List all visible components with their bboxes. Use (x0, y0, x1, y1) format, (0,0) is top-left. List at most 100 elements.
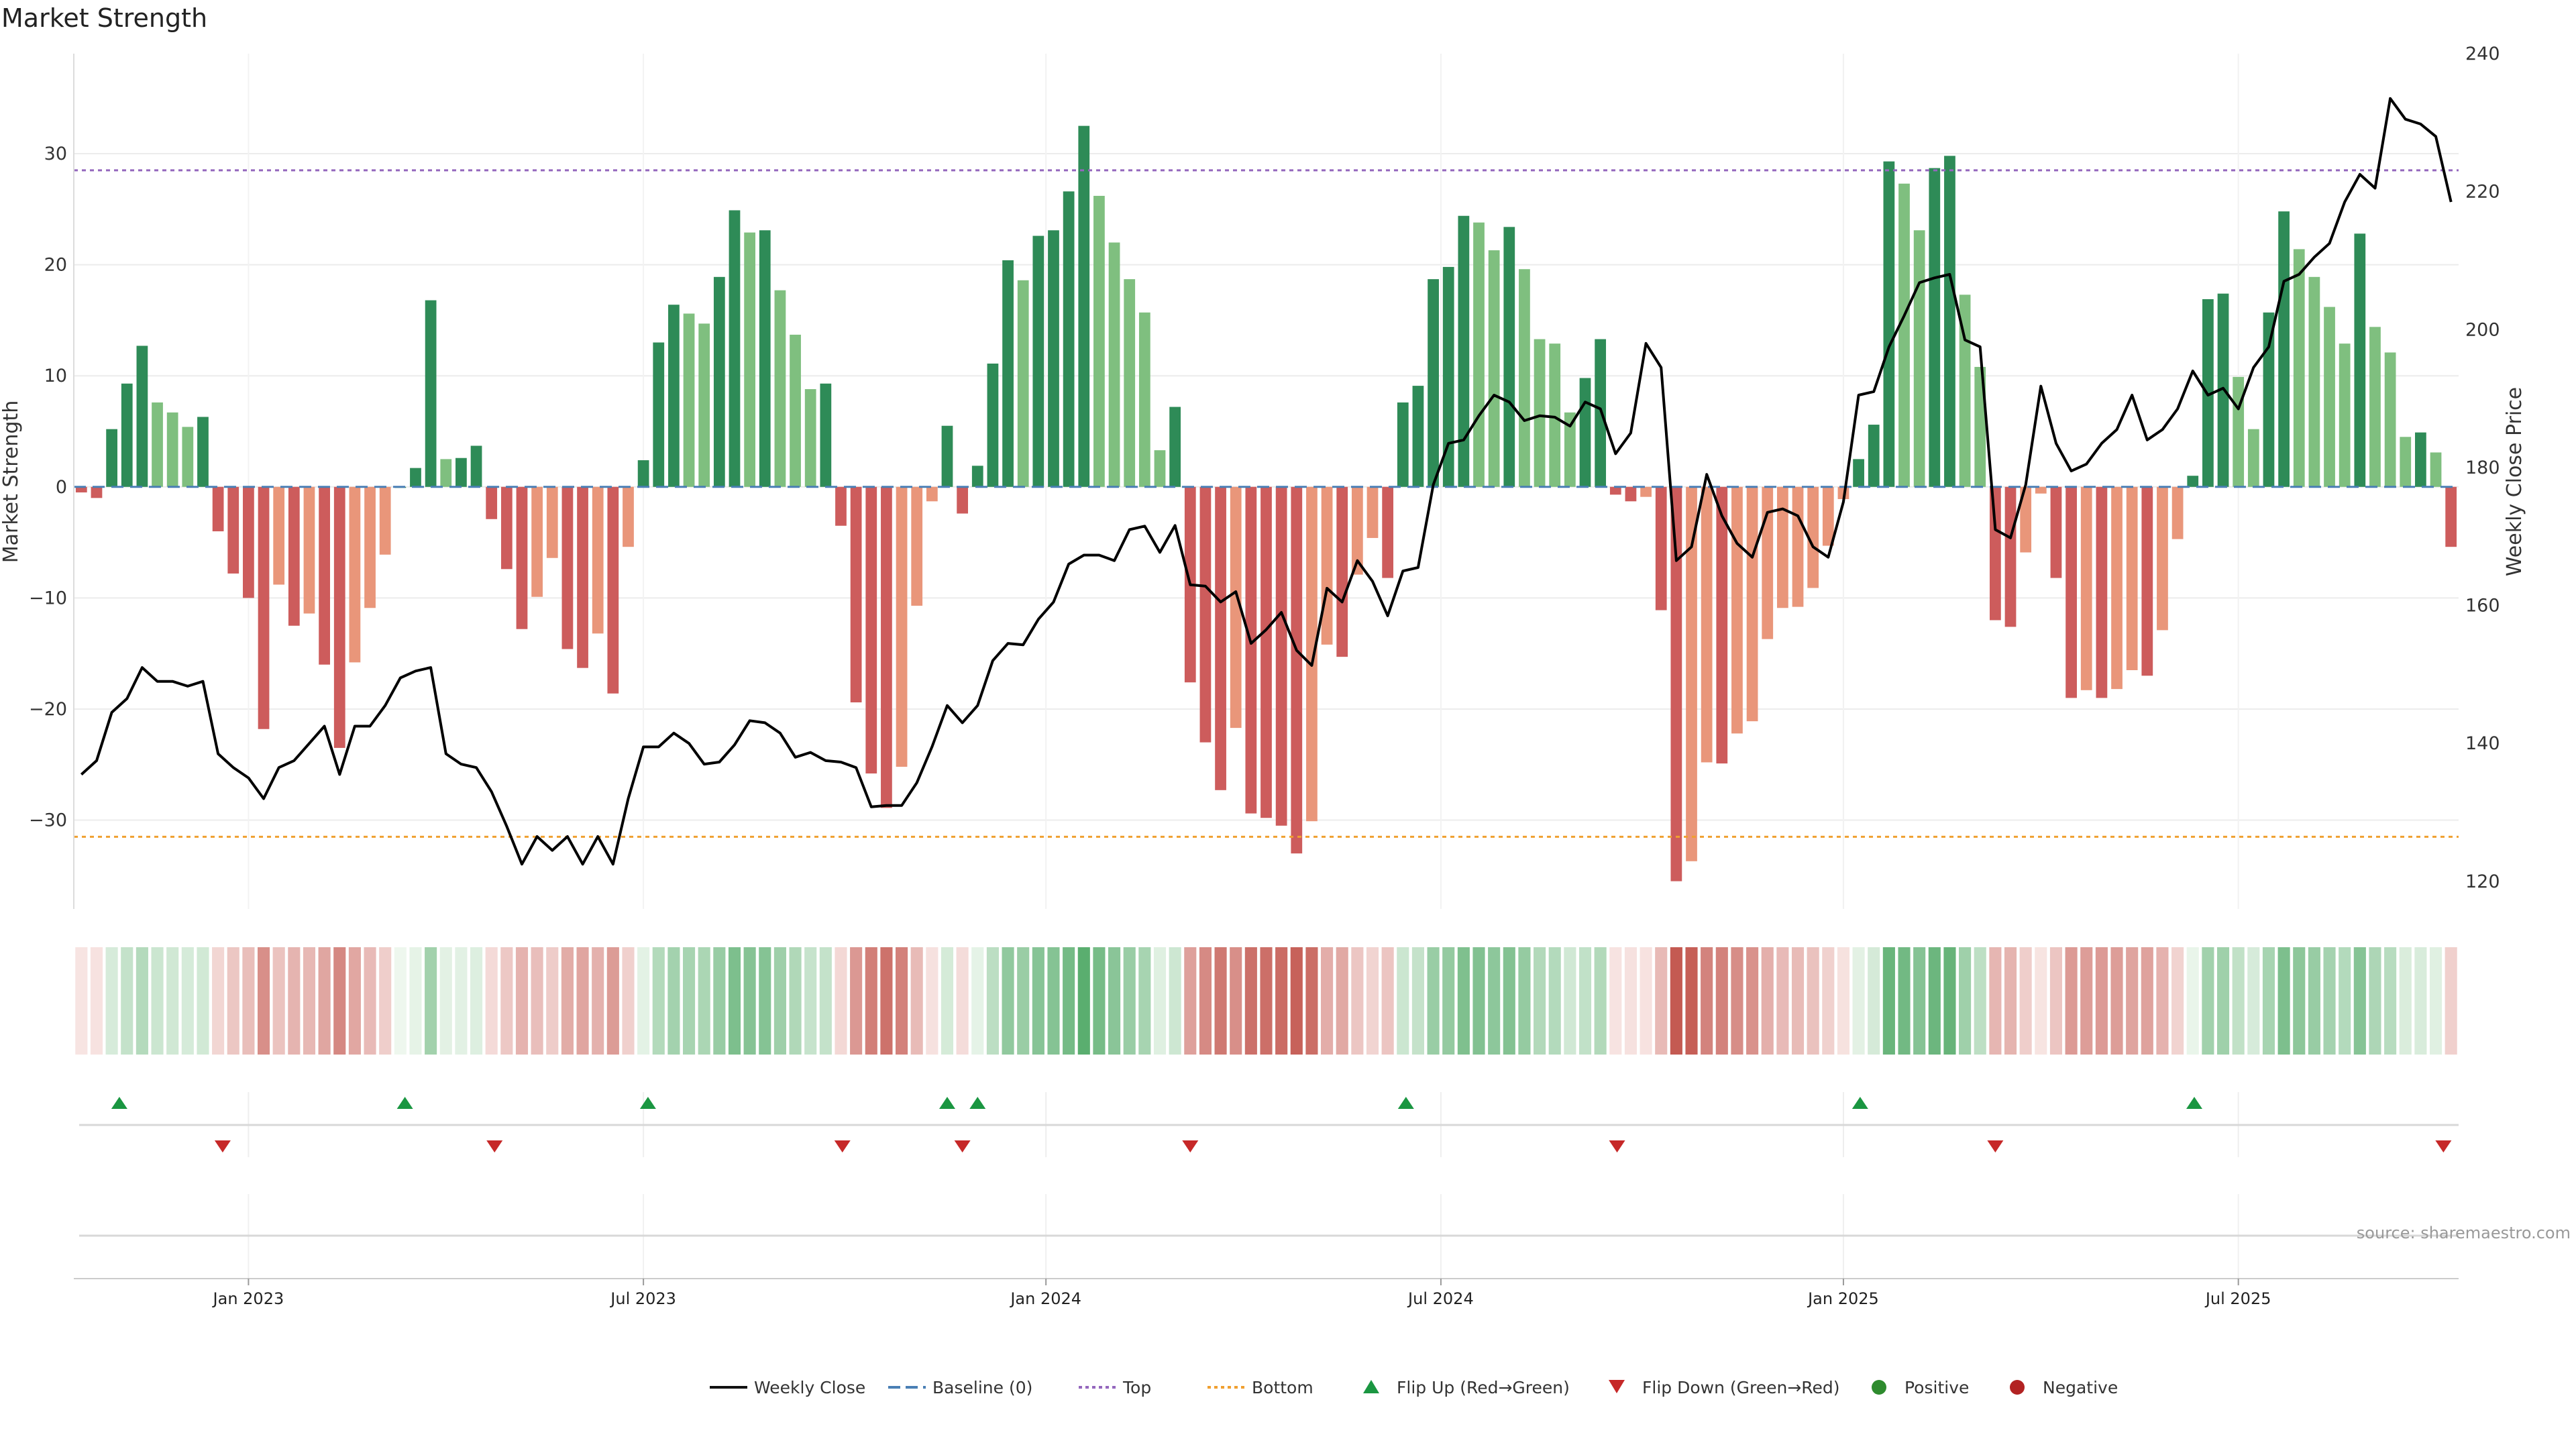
heat-cell (1518, 947, 1531, 1055)
heat-cell (2065, 947, 2078, 1055)
strength-bar (881, 486, 892, 808)
heat-cell (318, 947, 331, 1055)
strength-bar (1473, 222, 1485, 487)
heat-cell (2049, 947, 2063, 1055)
strength-bar (2141, 486, 2153, 676)
heat-cell (2141, 947, 2153, 1055)
heat-cell (1578, 947, 1592, 1055)
strength-bar (1716, 486, 1728, 764)
heat-cell (2445, 947, 2457, 1055)
heat-cell (1534, 947, 1546, 1055)
strength-bar (820, 383, 832, 487)
heat-cell (1822, 947, 1835, 1055)
strength-bar (1731, 486, 1743, 734)
strength-bar (698, 323, 710, 487)
heat-cell (515, 947, 529, 1055)
heat-cell (1974, 947, 1986, 1055)
heat-cell (561, 947, 574, 1055)
strength-bar (790, 334, 801, 487)
legend-label: Positive (1904, 1378, 1969, 1397)
strength-bar (1138, 312, 1150, 487)
heat-cell (637, 947, 650, 1055)
strength-bar (1458, 215, 1470, 487)
heat-cell (1138, 947, 1151, 1055)
heat-cell (910, 947, 923, 1055)
strength-bar (1048, 230, 1059, 487)
heat-cell (1457, 947, 1470, 1055)
strength-bar (1898, 183, 1910, 487)
strength-bar (319, 486, 330, 665)
flip-up-marker (1851, 1097, 1868, 1109)
strength-bar (2096, 486, 2108, 698)
heat-cell (1746, 947, 1759, 1055)
heat-cell (971, 947, 984, 1055)
strength-bar (1670, 486, 1682, 881)
heat-cell (1108, 947, 1121, 1055)
strength-bar (561, 486, 574, 649)
heat-cell (2095, 947, 2108, 1055)
strength-bar (1519, 269, 1530, 487)
heat-cell (531, 947, 543, 1055)
heat-strip (75, 947, 2457, 1055)
heat-cell (227, 947, 239, 1055)
heat-cell (819, 947, 832, 1055)
flip-down-marker (486, 1140, 503, 1152)
heat-cell (1123, 947, 1136, 1055)
strength-bar (1245, 486, 1257, 814)
weekly-close-line (80, 97, 2453, 866)
strength-bar (91, 486, 103, 498)
heat-cell (2414, 947, 2427, 1055)
strength-bar (653, 342, 665, 487)
heat-cell (500, 947, 513, 1055)
heat-cell (652, 947, 665, 1055)
strength-bar (683, 313, 695, 487)
heat-cell (2216, 947, 2230, 1055)
heat-cell (1002, 947, 1014, 1055)
y-tick-label-left: −30 (29, 810, 67, 831)
heat-cell (713, 947, 726, 1055)
strength-bar (1199, 486, 1212, 743)
heat-cell (2019, 947, 2032, 1055)
heat-cell (1169, 947, 1181, 1055)
strength-bar (729, 210, 741, 487)
x-axis: Jan 2023 Jul 2023 Jan 2024 Jul 2024 Jan 2025… (74, 1194, 2459, 1308)
strength-bar (941, 425, 953, 487)
strength-bar (379, 486, 391, 555)
heat-cell (242, 947, 255, 1055)
heat-cell (865, 947, 877, 1055)
heat-cell (743, 947, 756, 1055)
heat-cell (1411, 947, 1424, 1055)
strength-bar (1382, 486, 1394, 578)
source-label: source: sharemaestro.com (2357, 1224, 2571, 1242)
strength-bar (1017, 280, 1029, 487)
heat-cell (941, 947, 954, 1055)
strength-bar (1959, 294, 1971, 487)
strength-bar (273, 486, 285, 585)
strength-bar (1336, 486, 1348, 657)
heat-cell (1624, 947, 1637, 1055)
strength-bar (333, 486, 345, 748)
strength-bar (166, 412, 178, 487)
heat-cell (1230, 947, 1242, 1055)
legend: Weekly Close Baseline (0) Top Bottom Flip Up… (710, 1378, 2118, 1397)
strength-bar (926, 486, 938, 502)
y-tick-label-left: −20 (29, 699, 67, 720)
heat-cell (409, 947, 422, 1055)
strength-bar (957, 486, 969, 514)
strength-bar (1366, 486, 1379, 538)
heat-cell (2004, 947, 2017, 1055)
strength-bar (288, 486, 300, 626)
heat-cell (1943, 947, 1956, 1055)
heat-cell (576, 947, 589, 1055)
heat-cell (2156, 947, 2169, 1055)
heat-cell (926, 947, 938, 1055)
heat-cell (2323, 947, 2336, 1055)
strength-bar (850, 486, 862, 703)
heat-cell (470, 947, 483, 1055)
heat-cell (1685, 947, 1698, 1055)
heat-cell (288, 947, 301, 1055)
heat-cell (1472, 947, 1485, 1055)
heat-cell (272, 947, 285, 1055)
heat-cell (166, 947, 179, 1055)
heat-cell (1503, 947, 1515, 1055)
